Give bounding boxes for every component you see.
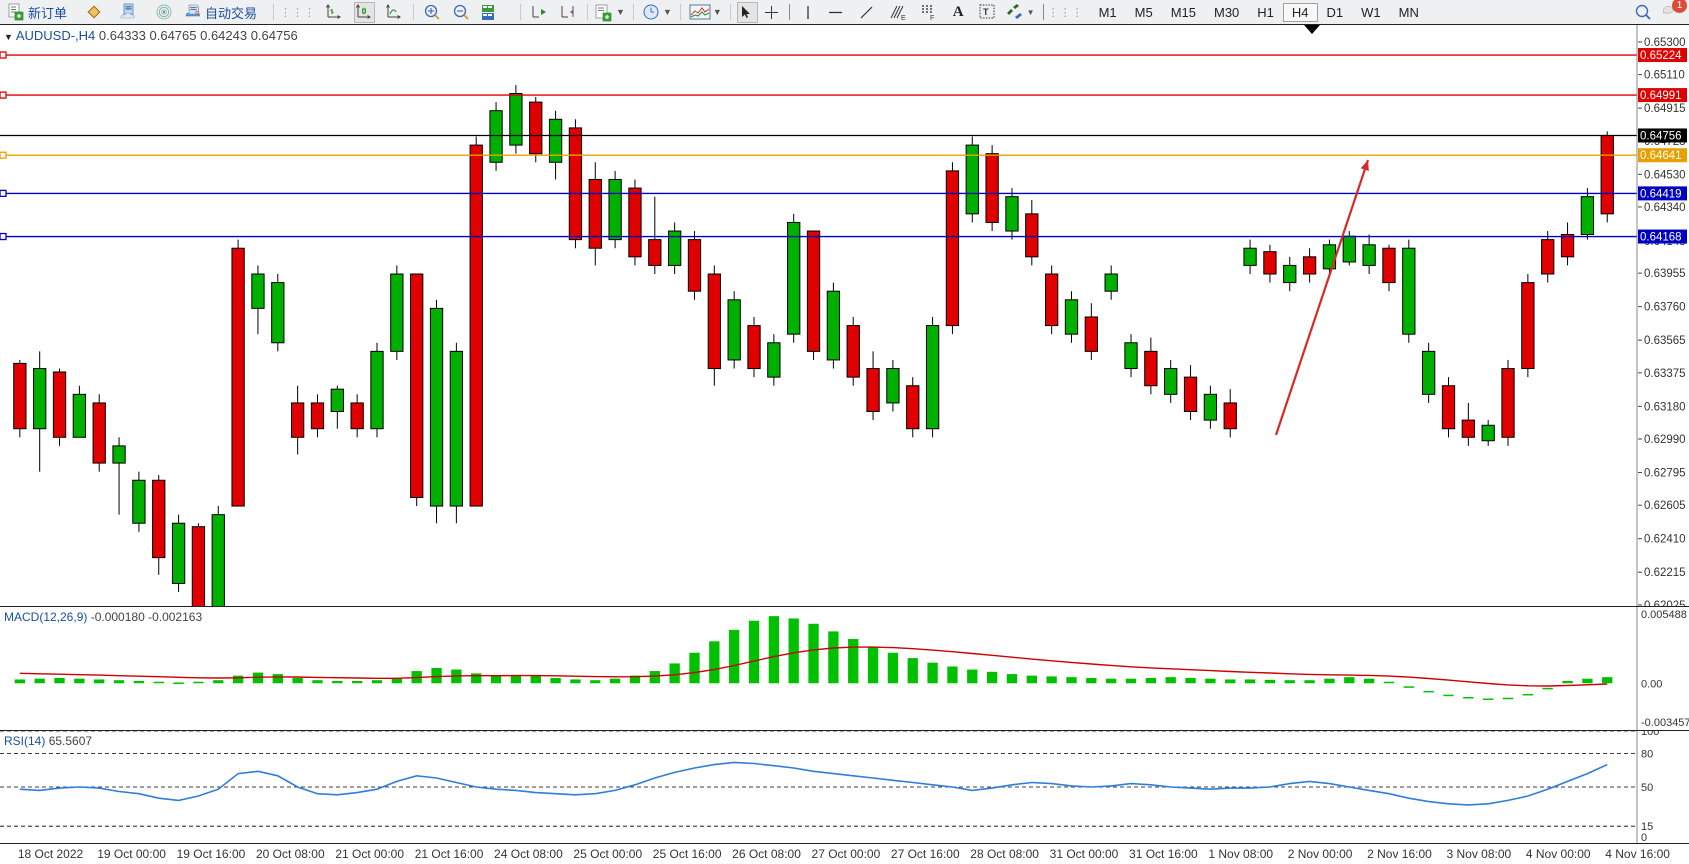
svg-text:0.64915: 0.64915 [1644, 103, 1686, 115]
svg-text:0.64756: 0.64756 [1640, 130, 1682, 142]
svg-text:50: 50 [1641, 782, 1653, 794]
svg-text:1 Nov 08:00: 1 Nov 08:00 [1208, 847, 1273, 861]
svg-text:2 Nov 16:00: 2 Nov 16:00 [1367, 847, 1432, 861]
svg-text:25 Oct 16:00: 25 Oct 16:00 [653, 847, 722, 861]
svg-text:-0.003457: -0.003457 [1641, 717, 1689, 729]
svg-text:0.64530: 0.64530 [1644, 169, 1686, 181]
svg-text:27 Oct 00:00: 27 Oct 00:00 [812, 847, 881, 861]
svg-text:0: 0 [1641, 832, 1647, 843]
svg-text:21 Oct 00:00: 21 Oct 00:00 [335, 847, 404, 861]
svg-text:31 Oct 00:00: 31 Oct 00:00 [1050, 847, 1119, 861]
svg-text:0.005488: 0.005488 [1641, 609, 1687, 621]
svg-text:20 Oct 08:00: 20 Oct 08:00 [256, 847, 325, 861]
svg-text:E: E [901, 15, 906, 22]
svg-text:4 Nov 16:00: 4 Nov 16:00 [1605, 847, 1670, 861]
svg-text:0.00: 0.00 [1641, 678, 1662, 690]
svg-text:0.62410: 0.62410 [1644, 534, 1686, 546]
svg-text:0.65300: 0.65300 [1644, 37, 1686, 49]
svg-text:4 Nov 00:00: 4 Nov 00:00 [1526, 847, 1591, 861]
svg-text:0.64419: 0.64419 [1640, 188, 1682, 200]
svg-text:100: 100 [1641, 731, 1659, 738]
svg-text:0.64168: 0.64168 [1640, 232, 1682, 244]
svg-text:0.62990: 0.62990 [1644, 434, 1686, 446]
svg-text:0.63180: 0.63180 [1644, 401, 1686, 413]
svg-text:0.63375: 0.63375 [1644, 368, 1686, 380]
svg-text:0.65110: 0.65110 [1644, 70, 1685, 82]
svg-text:0.63955: 0.63955 [1644, 268, 1686, 280]
svg-text:T: T [983, 7, 989, 17]
svg-text:0.63565: 0.63565 [1644, 335, 1686, 347]
svg-text:0.64641: 0.64641 [1640, 150, 1682, 162]
svg-text:0.65224: 0.65224 [1640, 50, 1682, 62]
svg-text:28 Oct 08:00: 28 Oct 08:00 [970, 847, 1039, 861]
svg-text:0.62215: 0.62215 [1644, 567, 1686, 579]
svg-text:80: 80 [1641, 748, 1653, 760]
svg-text:27 Oct 16:00: 27 Oct 16:00 [891, 847, 960, 861]
svg-text:F: F [930, 15, 934, 22]
svg-text:0.62795: 0.62795 [1644, 468, 1686, 480]
svg-text:24 Oct 08:00: 24 Oct 08:00 [494, 847, 563, 861]
svg-text:18 Oct 2022: 18 Oct 2022 [18, 847, 84, 861]
svg-text:2 Nov 00:00: 2 Nov 00:00 [1288, 847, 1353, 861]
svg-text:0.62605: 0.62605 [1644, 500, 1686, 512]
svg-text:31 Oct 16:00: 31 Oct 16:00 [1129, 847, 1198, 861]
svg-text:21 Oct 16:00: 21 Oct 16:00 [415, 847, 484, 861]
svg-text:19 Oct 16:00: 19 Oct 16:00 [177, 847, 246, 861]
svg-text:25 Oct 00:00: 25 Oct 00:00 [573, 847, 642, 861]
svg-text:0.64991: 0.64991 [1640, 90, 1682, 102]
svg-text:26 Oct 08:00: 26 Oct 08:00 [732, 847, 801, 861]
svg-text:0.64340: 0.64340 [1644, 202, 1686, 214]
svg-text:0.63760: 0.63760 [1644, 302, 1686, 314]
svg-text:3 Nov 08:00: 3 Nov 08:00 [1446, 847, 1511, 861]
svg-text:19 Oct 00:00: 19 Oct 00:00 [97, 847, 166, 861]
